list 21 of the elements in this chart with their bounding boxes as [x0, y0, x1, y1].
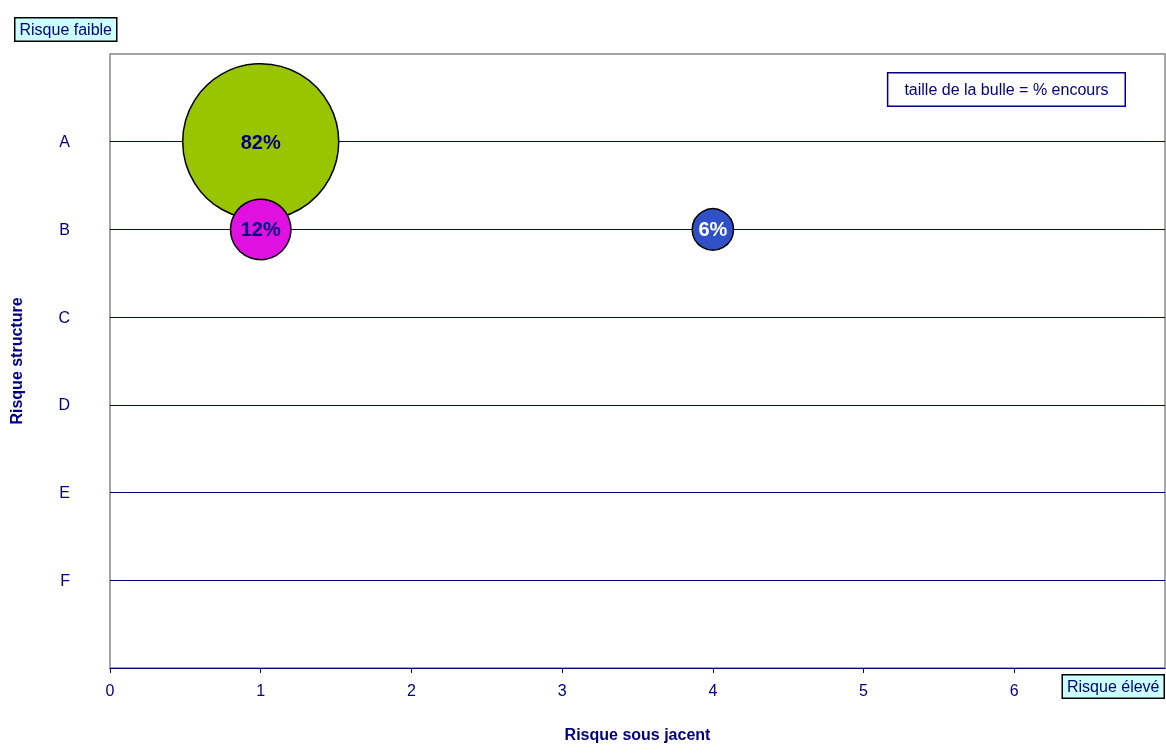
annotation: taille de la bulle = % encours [904, 81, 1109, 98]
x-tick-label: 1 [256, 681, 266, 699]
text: Risque faible [19, 21, 113, 38]
y-tick-label: A [59, 133, 71, 151]
y-tick-label: E [59, 484, 70, 502]
annotation: 12% [240, 218, 281, 241]
y-tick-label: B [59, 220, 70, 238]
y-tick-label: D [58, 396, 70, 414]
x-axis-title: Risque sous jacent [564, 725, 712, 743]
y-axis-title: Risque structure [7, 297, 25, 425]
y-tick-label: F [60, 571, 71, 589]
x-tick-label: 2 [406, 681, 416, 699]
annotation: 82% [240, 130, 281, 153]
x-tick-label: 0 [105, 681, 115, 699]
x-tick-label: 3 [557, 681, 567, 699]
x-tick-label: 4 [708, 681, 718, 699]
text: Risque élevé [1067, 678, 1160, 695]
x-tick-label: 6 [1009, 681, 1019, 699]
y-tick-label: C [58, 308, 70, 326]
annotation: 6% [698, 218, 728, 241]
x-tick-label: 5 [859, 681, 869, 699]
